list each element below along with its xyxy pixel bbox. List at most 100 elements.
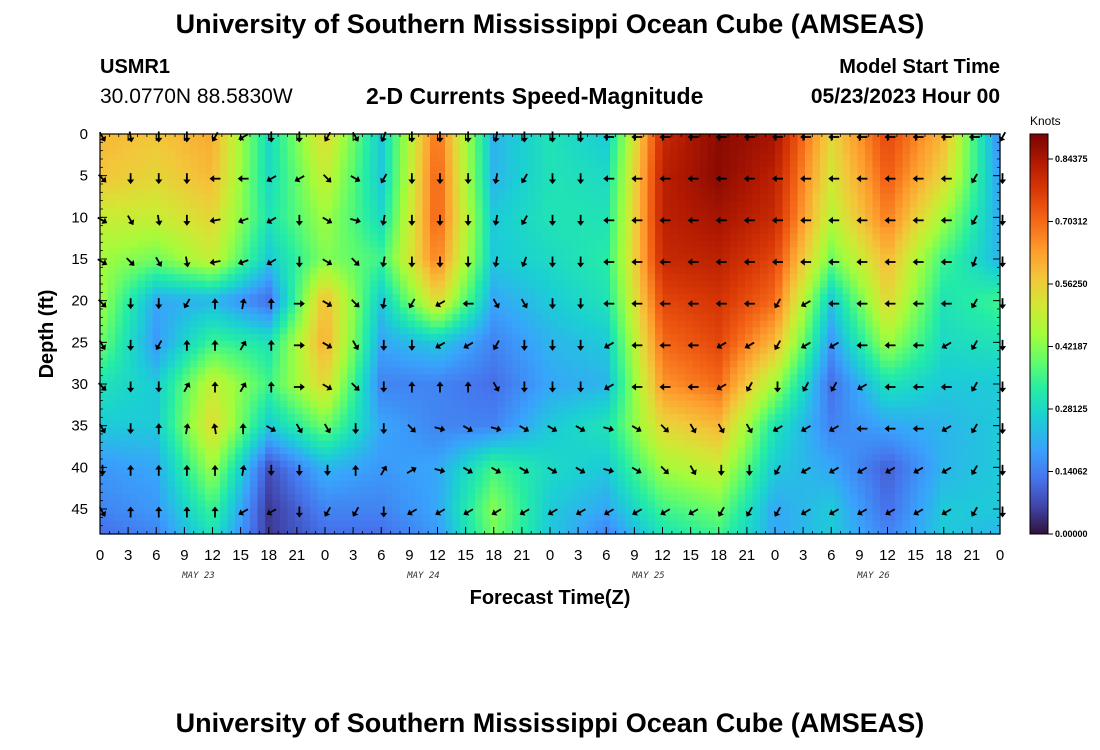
heatmap-cell <box>475 134 484 142</box>
heatmap-cell <box>962 160 971 168</box>
heatmap-cell <box>347 247 356 255</box>
heatmap-cell <box>467 260 476 268</box>
heatmap-cell <box>677 200 686 208</box>
heatmap-cell <box>775 154 784 162</box>
heatmap-cell <box>707 140 716 148</box>
heatmap-cell <box>872 347 881 355</box>
heatmap-cell <box>790 194 799 202</box>
heatmap-cell <box>700 280 709 288</box>
heatmap-cell <box>797 367 806 375</box>
heatmap-cell <box>947 287 956 295</box>
heatmap-cell <box>685 320 694 328</box>
heatmap-cell <box>947 234 956 242</box>
heatmap-cell <box>512 140 521 148</box>
heatmap-cell <box>880 367 889 375</box>
heatmap-cell <box>752 180 761 188</box>
heatmap-cell <box>700 260 709 268</box>
heatmap-cell <box>842 220 851 228</box>
heatmap-cell <box>347 354 356 362</box>
heatmap-cell <box>872 354 881 362</box>
heatmap-cell <box>580 354 589 362</box>
heatmap-cell <box>580 294 589 302</box>
heatmap-cell <box>497 187 506 195</box>
heatmap-cell <box>745 234 754 242</box>
heatmap-cell <box>977 147 986 155</box>
heatmap-cell <box>310 380 319 388</box>
heatmap-cell <box>130 254 139 262</box>
heatmap-cell <box>910 327 919 335</box>
heatmap-cell <box>550 387 559 395</box>
heatmap-cell <box>220 134 229 142</box>
heatmap-cell <box>985 314 994 322</box>
heatmap-cell <box>475 207 484 215</box>
heatmap-cell <box>370 147 379 155</box>
heatmap-cell <box>985 207 994 215</box>
heatmap-cell <box>182 247 191 255</box>
heatmap-cell <box>137 327 146 335</box>
heatmap-cell <box>415 187 424 195</box>
heatmap-cell <box>572 360 581 368</box>
heatmap-cell <box>655 287 664 295</box>
heatmap-cell <box>962 294 971 302</box>
heatmap-cell <box>220 394 229 402</box>
heatmap-cell <box>767 260 776 268</box>
heatmap-cell <box>602 274 611 282</box>
heatmap-cell <box>280 194 289 202</box>
heatmap-cell <box>287 160 296 168</box>
heatmap-cell <box>827 240 836 248</box>
heatmap-cell <box>497 334 506 342</box>
heatmap-cell <box>955 214 964 222</box>
heatmap-cell <box>212 367 221 375</box>
heatmap-cell <box>475 314 484 322</box>
heatmap-cell <box>520 287 529 295</box>
heatmap-cell <box>400 367 409 375</box>
heatmap-cell <box>970 394 979 402</box>
heatmap-cell <box>152 280 161 288</box>
heatmap-cell <box>220 167 229 175</box>
heatmap-cell <box>287 394 296 402</box>
heatmap-cell <box>137 334 146 342</box>
heatmap-cell <box>280 227 289 235</box>
heatmap-cell <box>902 260 911 268</box>
heatmap-cell <box>212 314 221 322</box>
heatmap-cell <box>430 327 439 335</box>
heatmap-cell <box>985 220 994 228</box>
heatmap-cell <box>407 267 416 275</box>
heatmap-cell <box>662 254 671 262</box>
heatmap-cell <box>400 207 409 215</box>
heatmap-cell <box>437 254 446 262</box>
heatmap-cell <box>430 140 439 148</box>
heatmap-cell <box>955 187 964 195</box>
heatmap-cell <box>550 154 559 162</box>
heatmap-cell <box>175 400 184 408</box>
heatmap-cell <box>205 360 214 368</box>
heatmap-cell <box>535 407 544 415</box>
heatmap-cell <box>557 394 566 402</box>
heatmap-cell <box>437 154 446 162</box>
heatmap-cell <box>557 300 566 308</box>
heatmap-cell <box>745 154 754 162</box>
heatmap-cell <box>310 407 319 415</box>
heatmap-cell <box>362 347 371 355</box>
heatmap-cell <box>752 240 761 248</box>
heatmap-cell <box>805 140 814 148</box>
heatmap-cell <box>857 180 866 188</box>
heatmap-cell <box>325 267 334 275</box>
heatmap-cell <box>542 294 551 302</box>
heatmap-cell <box>917 287 926 295</box>
heatmap-cell <box>550 240 559 248</box>
heatmap-cell <box>107 134 116 142</box>
heatmap-cell <box>632 207 641 215</box>
heatmap-cell <box>167 320 176 328</box>
heatmap-cell <box>700 207 709 215</box>
heatmap-cell <box>497 307 506 315</box>
heatmap-cell <box>190 160 199 168</box>
heatmap-cell <box>220 354 229 362</box>
heatmap-cell <box>452 280 461 288</box>
heatmap-cell <box>775 360 784 368</box>
heatmap-cell <box>377 200 386 208</box>
heatmap-cell <box>685 280 694 288</box>
heatmap-cell <box>595 220 604 228</box>
heatmap-cell <box>887 220 896 228</box>
heatmap-cell <box>760 267 769 275</box>
